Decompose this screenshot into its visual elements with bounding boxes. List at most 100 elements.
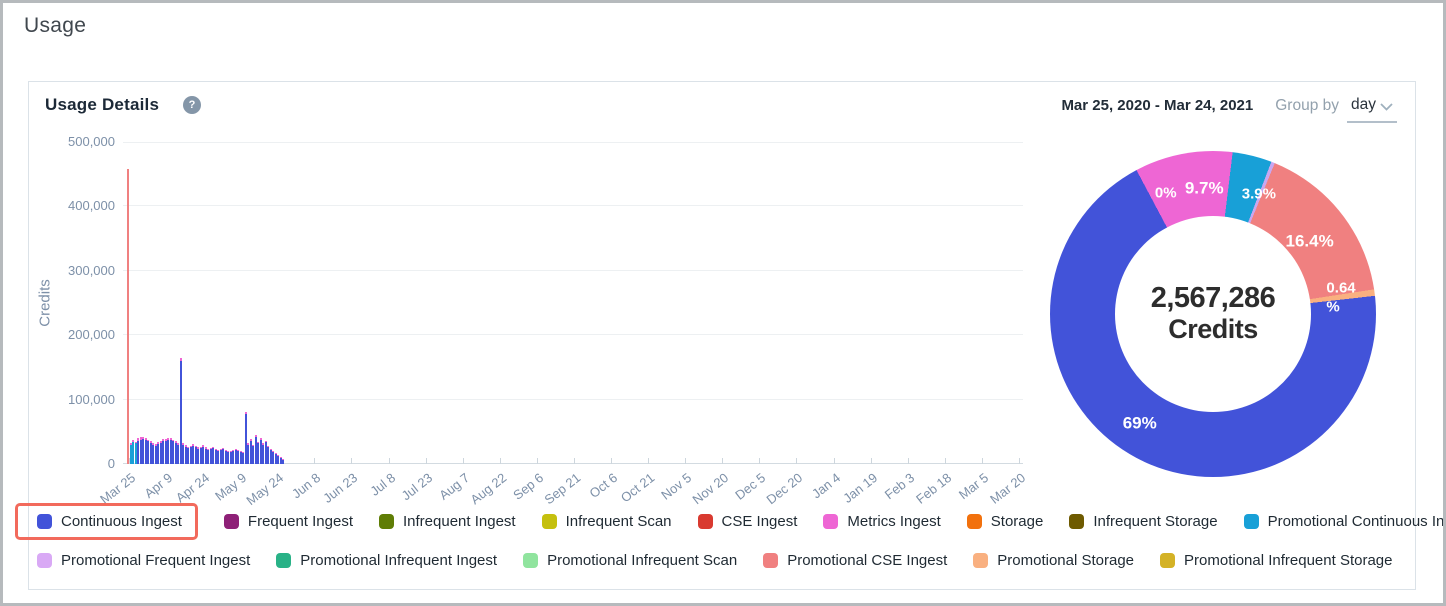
legend-item-promotional-cse-ingest[interactable]: Promotional CSE Ingest — [763, 552, 947, 569]
bar-segment-mi — [224, 449, 227, 451]
bar-segment-ci — [252, 445, 254, 464]
bar-segment-ci — [219, 450, 222, 464]
bar-segment-ci — [277, 455, 279, 464]
bar-segment-ci — [152, 444, 154, 464]
legend-item-cse-ingest[interactable]: CSE Ingest — [697, 513, 797, 530]
legend-item-promotional-frequent-ingest[interactable]: Promotional Frequent Ingest — [37, 552, 250, 569]
bar-segment-mi — [207, 448, 209, 450]
legend-item-infrequent-storage[interactable]: Infrequent Storage — [1069, 512, 1218, 530]
bar-segment-ci — [182, 444, 184, 464]
x-tick-mark — [166, 458, 168, 464]
legend-label: Continuous Ingest — [61, 512, 182, 530]
legend-item-promotional-infrequent-scan[interactable]: Promotional Infrequent Scan — [523, 552, 737, 569]
x-tick-mark — [759, 458, 761, 464]
bar-segment-ci — [279, 457, 282, 464]
bar-segment-ci — [199, 447, 202, 464]
bar-segment-ci — [137, 440, 139, 464]
legend-label: Metrics Ingest — [847, 512, 941, 530]
legend-item-promotional-infrequent-ingest[interactable]: Promotional Infrequent Ingest — [276, 552, 497, 569]
bar-segment-mi — [149, 440, 152, 443]
bar-segment-mi — [227, 450, 229, 452]
legend-item-promotional-infrequent-storage[interactable]: Promotional Infrequent Storage — [1160, 552, 1393, 569]
bar-segment-pci — [129, 444, 132, 464]
bar-segment-mi — [204, 447, 207, 449]
bar-segment-ci — [274, 453, 277, 464]
total-credits-unit: Credits — [1168, 314, 1258, 345]
bar-segment-ci — [242, 453, 244, 464]
y-tick-label: 100,000 — [68, 391, 115, 407]
bar-segment-ci — [149, 442, 152, 464]
bar-segment-ci — [202, 446, 204, 464]
legend-label: Infrequent Ingest — [403, 512, 516, 530]
legend-label: Infrequent Scan — [565, 512, 672, 530]
bar-segment-mi — [134, 441, 137, 444]
x-tick-mark — [981, 458, 983, 464]
legend-item-promotional-continuous-ingest[interactable]: Promotional Continuous Ingest — [1243, 513, 1446, 530]
bar-segment-ci — [229, 452, 232, 464]
legend-item-infrequent-scan[interactable]: Infrequent Scan — [541, 512, 672, 530]
bar-segment-ci — [159, 442, 162, 464]
bar-segment-ci — [232, 451, 234, 464]
group-by-value: day — [1351, 96, 1376, 113]
bar-segment-ci — [189, 447, 192, 464]
bar-segment-ci — [164, 440, 167, 464]
chevron-down-icon — [1380, 102, 1393, 111]
bar-segment-mi — [152, 443, 154, 445]
y-axis-title: Credits — [36, 279, 54, 327]
x-tick-mark — [314, 458, 316, 464]
bar-segment-ci — [212, 447, 214, 464]
x-tick-mark — [499, 458, 501, 464]
bar-segment-mi — [164, 438, 167, 441]
legend-item-metrics-ingest[interactable]: Metrics Ingest — [823, 512, 941, 530]
bar-segment-ci — [192, 445, 194, 464]
x-tick-mark — [833, 458, 835, 464]
bar-segment-mi — [214, 448, 217, 450]
bar-segment-mi — [252, 444, 254, 446]
bar-segment-mi — [192, 444, 194, 446]
x-tick-mark — [351, 458, 353, 464]
group-by-dropdown[interactable]: day — [1347, 94, 1397, 123]
legend-item-frequent-ingest[interactable]: Frequent Ingest — [223, 513, 353, 530]
legend-item-storage[interactable]: Storage — [966, 513, 1043, 530]
legend-swatch — [276, 552, 292, 568]
bar-segment-ci — [194, 447, 197, 464]
bar-segment-mi — [202, 445, 204, 447]
gridline — [123, 398, 1023, 400]
legend-swatch — [541, 513, 557, 529]
bar-segment-ci — [197, 448, 199, 464]
bar-segment-mi — [234, 448, 237, 450]
bar-segment-mi — [212, 446, 214, 448]
bar-segment-ci — [187, 447, 189, 464]
bar-segment-mi — [209, 447, 212, 450]
bar-segment-ci — [217, 451, 219, 464]
legend-swatch — [697, 513, 713, 529]
bar-segment-mi — [219, 449, 222, 451]
bar-segment-mi — [254, 434, 257, 437]
bar-segment-ci — [209, 449, 212, 464]
bar-segment-ci — [224, 450, 227, 464]
x-tick-mark — [907, 458, 909, 464]
x-tick-mark — [944, 458, 946, 464]
legend-swatch — [1243, 513, 1259, 529]
legend-swatch — [523, 552, 539, 568]
legend-swatch — [379, 513, 394, 529]
x-tick-mark — [1018, 458, 1020, 464]
bar-segment-mi — [232, 450, 234, 452]
legend-label: Promotional Infrequent Ingest — [300, 551, 498, 569]
legend-swatch — [1069, 513, 1085, 529]
bar-segment-ci — [177, 444, 179, 464]
total-credits-value: 2,567,286 — [1150, 281, 1276, 314]
bar-segment-ci — [162, 441, 164, 464]
legend-item-promotional-storage[interactable]: Promotional Storage — [973, 552, 1134, 569]
legend-item-infrequent-ingest[interactable]: Infrequent Ingest — [379, 513, 516, 530]
bar-segment-ci — [269, 449, 272, 464]
bar-segment-mi — [189, 445, 192, 448]
help-icon[interactable]: ? — [183, 96, 201, 114]
legend-label: Infrequent Storage — [1093, 512, 1218, 530]
y-tick-label: 200,000 — [68, 327, 115, 343]
bar-segment-ci — [259, 439, 262, 464]
bar-segment-mi — [179, 357, 182, 361]
legend-item-continuous-ingest[interactable]: Continuous Ingest — [15, 502, 198, 540]
legend-swatch — [966, 513, 982, 529]
x-tick-mark — [388, 458, 390, 464]
